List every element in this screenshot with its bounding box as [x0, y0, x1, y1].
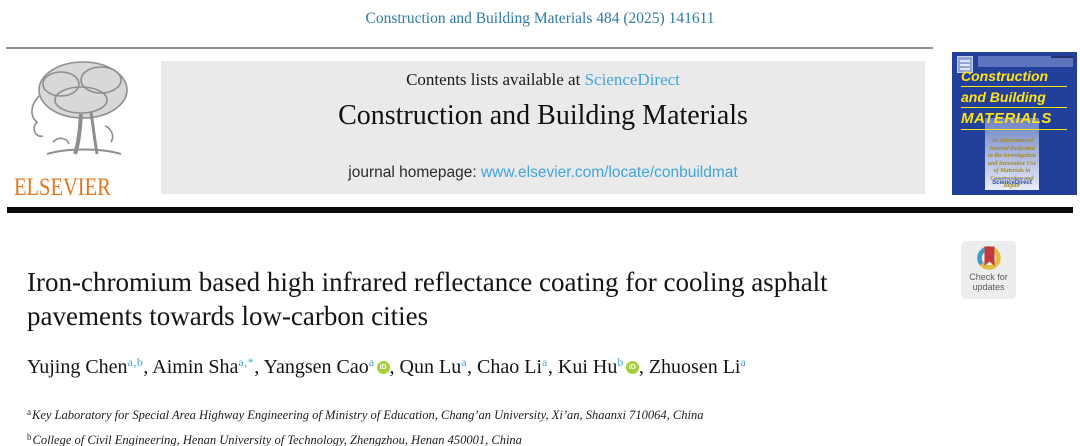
author: Qun Lua, — [399, 355, 478, 378]
affiliation-text: College of Civil Engineering, Henan Univ… — [32, 433, 522, 446]
author-name: Kui Hu — [557, 356, 618, 378]
check-updates-icon — [976, 246, 1001, 270]
homepage-line: journal homepage: www.elsevier.com/locat… — [161, 164, 925, 182]
authors-line: Yujing Chena,b, Aimin Shaa,*, Yangsen Ca… — [27, 355, 746, 379]
header-divider — [6, 47, 933, 49]
author: Yangsen Caoa iD, — [263, 355, 400, 378]
affiliation-text: Key Laboratory for Special Area Highway … — [32, 408, 704, 422]
affiliation-sup: b — [27, 432, 32, 442]
elsevier-logo: ELSEVIER — [10, 56, 154, 202]
author-affil-sup: a — [740, 355, 747, 369]
author: Kui Hub iD, — [557, 355, 649, 378]
cover-hairline — [961, 129, 1067, 130]
article-title-line1: Iron-chromium based high infrared reflec… — [27, 267, 828, 297]
author: Aimin Shaa,*, — [152, 355, 264, 378]
cover-hairline — [961, 86, 1067, 87]
section-divider-bar — [7, 207, 1073, 213]
author-affil-sup: b — [617, 355, 624, 369]
check-for-updates-badge[interactable]: Check for updates — [961, 241, 1016, 299]
author-affil-sup: a — [542, 355, 548, 369]
sciencedirect-link[interactable]: ScienceDirect — [584, 70, 680, 89]
article-title-line2: pavements towards low-carbon cities — [27, 300, 429, 331]
author-affil-sup: a — [368, 355, 375, 369]
cover-footer: ScienceDirect — [985, 178, 1039, 186]
author-name: Zhuosen Li — [648, 356, 741, 378]
contents-prefix: Contents lists available at — [406, 70, 585, 89]
cover-title-line2: and Building — [961, 89, 1046, 105]
affiliation-b: bCollege of Civil Engineering, Henan Uni… — [27, 426, 703, 446]
author-name: Aimin Sha — [152, 356, 239, 378]
cover-title-line3: MATERIALS — [961, 110, 1052, 127]
author-affil-sup: a,* — [238, 355, 255, 369]
author-name: Yangsen Cao — [263, 356, 369, 378]
orcid-icon[interactable]: iD — [376, 361, 390, 374]
author-affil-sup: a — [461, 355, 468, 369]
affiliations: aKey Laboratory for Special Area Highway… — [27, 401, 703, 446]
author-name: Yujing Chen — [27, 356, 128, 378]
author: Yujing Chena,b, — [27, 355, 153, 378]
author-affil-sup: a,b — [127, 355, 144, 369]
contents-line: Contents lists available at ScienceDirec… — [161, 70, 925, 90]
cover-top-band — [978, 56, 1073, 67]
author-name: Qun Lu — [399, 356, 462, 378]
banner-journal-title: Construction and Building Materials — [338, 100, 748, 131]
author-name: Chao Li — [477, 356, 543, 378]
affiliation-sup: a — [27, 407, 31, 417]
cover-issn-text — [1051, 56, 1073, 58]
author: Zhuosen Lia — [648, 355, 747, 378]
author: Chao Lia, — [477, 355, 558, 378]
homepage-label: journal homepage: — [348, 164, 481, 181]
cover-title-line1: Construction — [961, 68, 1049, 84]
affiliation-a: aKey Laboratory for Special Area Highway… — [27, 401, 703, 426]
check-badge-label: Check for updates — [961, 272, 1016, 292]
cover-hairline — [961, 107, 1067, 108]
article-title: Iron-chromium based high infrared reflec… — [27, 266, 927, 333]
journal-cover-thumbnail: Construction and Building MATERIALS An I… — [952, 52, 1077, 195]
cover-title: Construction and Building MATERIALS — [952, 69, 1077, 133]
elsevier-wordmark: ELSEVIER — [14, 174, 111, 201]
journal-banner: Contents lists available at ScienceDirec… — [161, 61, 925, 194]
homepage-url-link[interactable]: www.elsevier.com/locate/conbuildmat — [480, 164, 738, 181]
cover-emblem-icon — [957, 56, 973, 73]
journal-reference: Construction and Building Materials 484 … — [365, 10, 715, 27]
check-badge-line2: updates — [972, 282, 1005, 293]
check-badge-line1: Check for — [969, 272, 1008, 282]
elsevier-tree-icon — [31, 61, 128, 155]
orcid-icon[interactable]: iD — [625, 361, 639, 374]
